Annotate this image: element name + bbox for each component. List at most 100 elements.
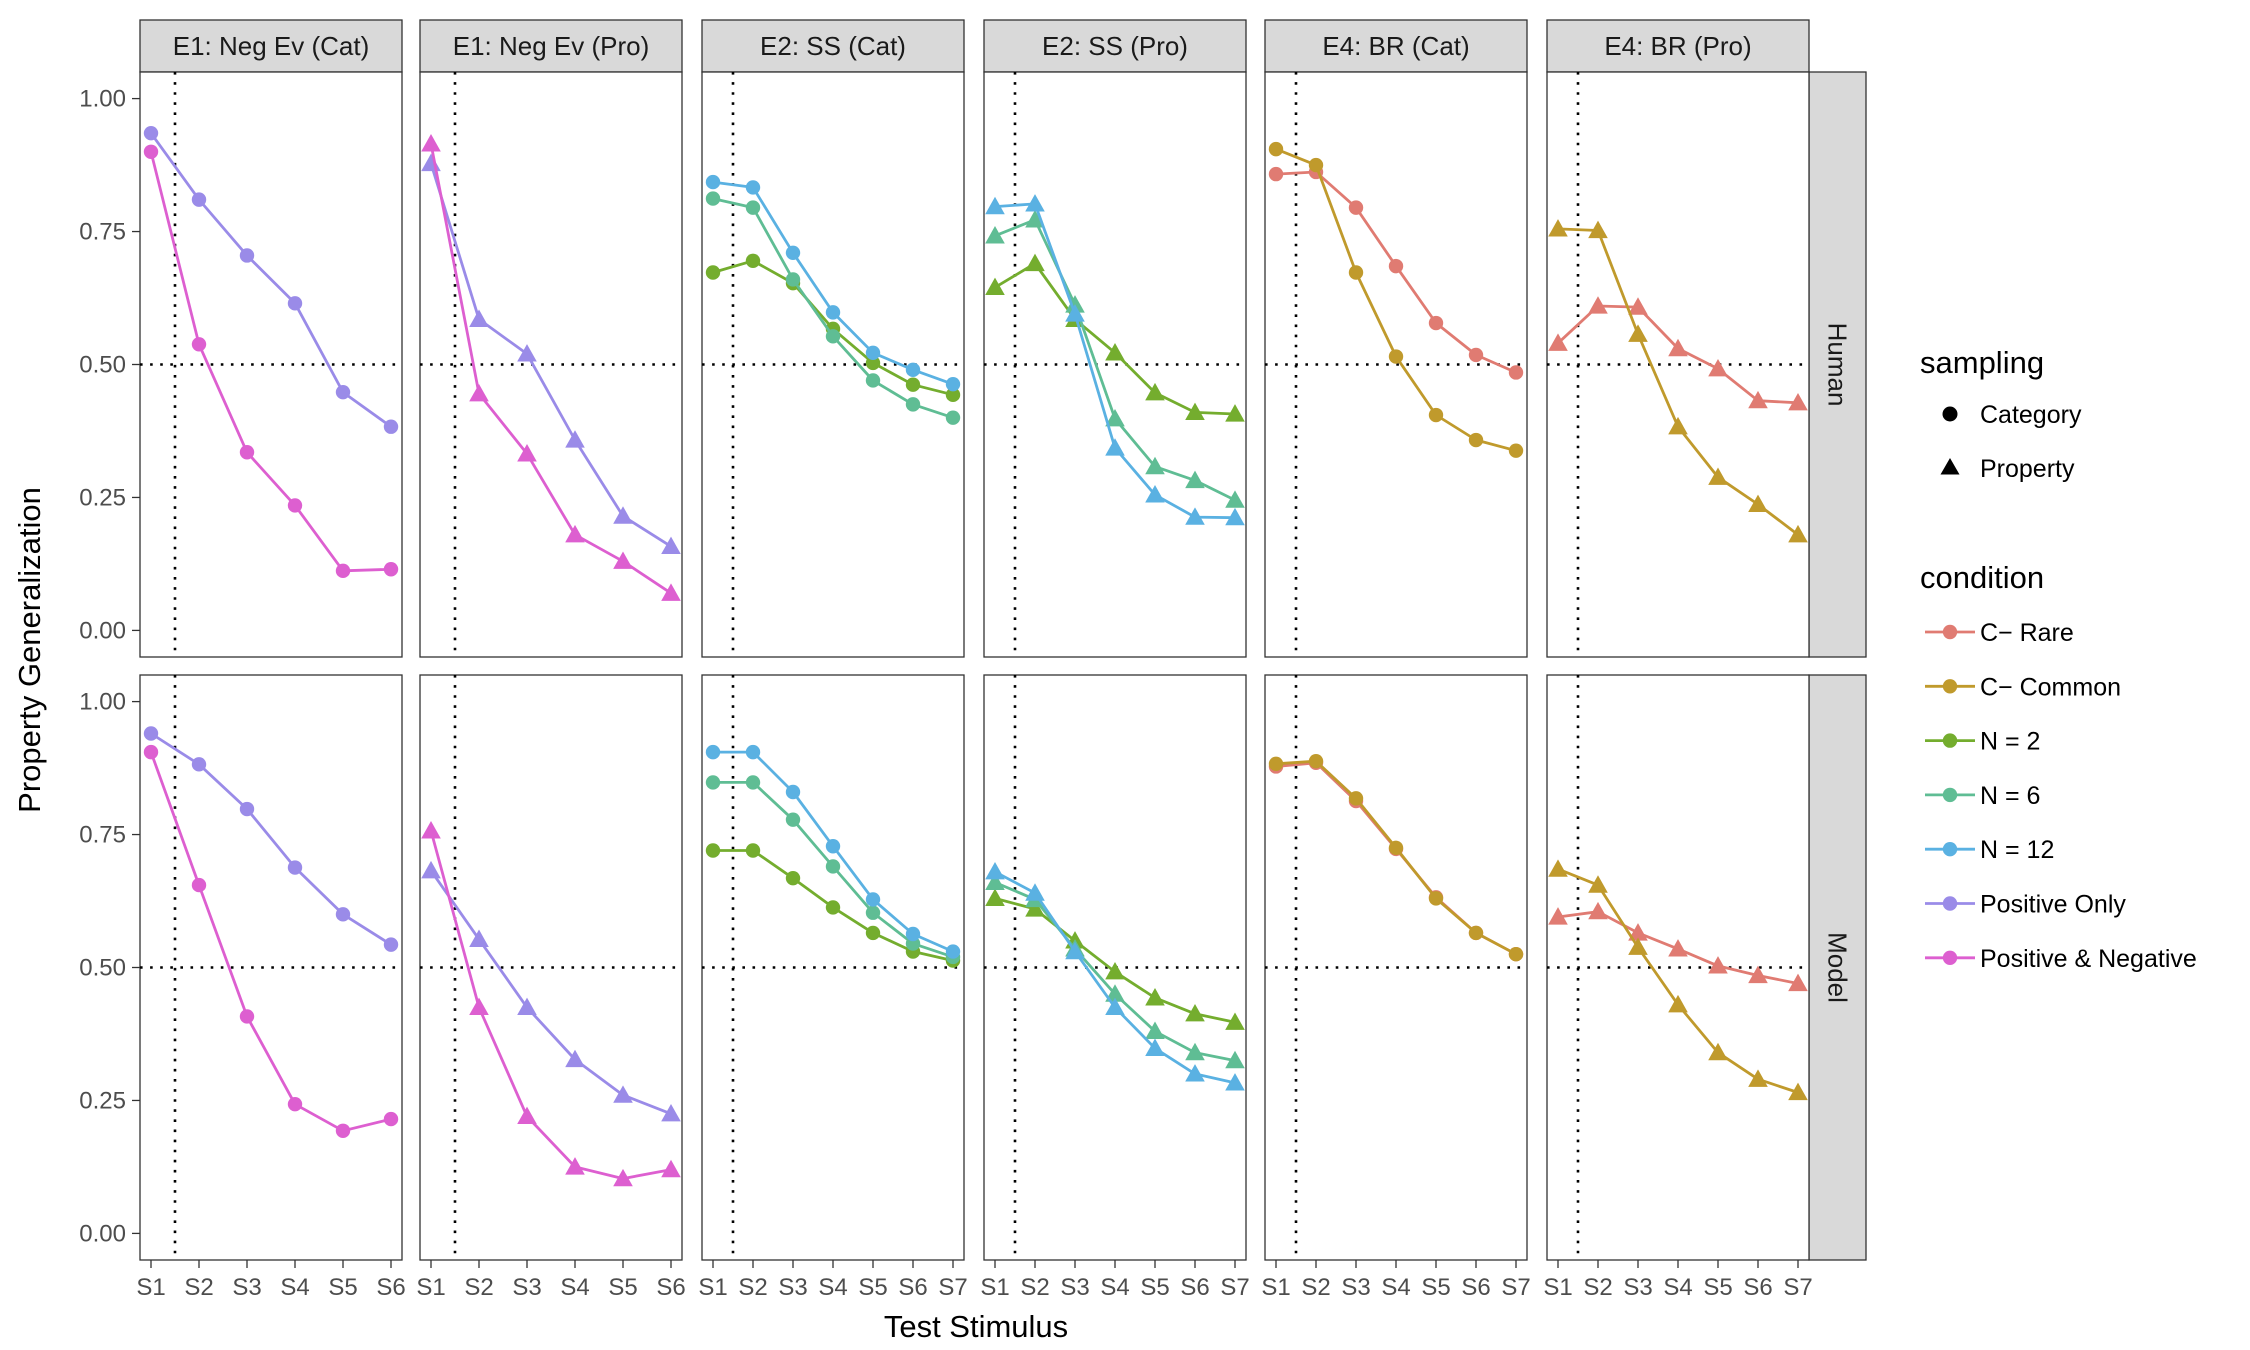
x-tick-label: S5 [1703,1274,1732,1301]
data-point-n-12-s5 [865,345,881,360]
data-point-n-12-s4 [825,305,841,320]
data-point-n-12-s5 [865,892,881,907]
data-point-c-common-s7 [1508,443,1524,458]
data-point-n-2-s1 [985,888,1005,907]
x-tick-label: S7 [1220,1274,1249,1301]
legend-sampling-item: Category [1980,401,2082,429]
x-tick-label: S6 [1743,1274,1772,1301]
x-tick-label: S4 [1663,1274,1692,1301]
data-point-n-6-s3 [785,812,801,827]
row-strip-label: Model [1823,932,1853,1003]
x-tick-label: S5 [608,1274,637,1301]
y-tick-label: 0.00 [79,617,126,644]
panel-frame [1264,674,1528,1261]
data-point-c-common-s1 [1548,219,1568,237]
data-point-positive-only-s6 [383,419,399,434]
legend-key-point [1942,950,1958,965]
panel-series-human-e2-ss-cat [705,174,961,425]
data-point-n-12-s2 [1025,883,1045,901]
data-point-n-2-s6 [1185,402,1205,421]
legend-condition-item: Positive & Negative [1980,945,2197,973]
data-point-positive-only-s1 [143,726,159,741]
series-line-positive-only [149,132,392,428]
data-point-c-rare-s3 [1628,297,1648,315]
legend-condition-item: N = 2 [1980,728,2040,756]
series-line-positive-only [150,732,392,946]
data-point-n-12-s5 [1145,484,1165,503]
data-point-c-common-s3 [1348,265,1364,280]
panel-series-human-e1-neg-ev-cat [143,125,399,579]
data-point-n-6-s2 [1025,210,1045,228]
x-tick-label: S1 [136,1274,165,1301]
data-point-n-6-s3 [785,272,801,287]
data-point-n-6-s5 [865,905,881,920]
data-point-positive-negative-s5 [335,1123,351,1138]
data-point-n-6-s6 [1185,1042,1205,1061]
data-point-c-rare-s7 [1788,973,1808,992]
x-tick-label: S4 [818,1274,847,1301]
data-point-c-rare-s1 [1548,333,1568,351]
x-tick-label: S3 [512,1274,541,1301]
facet-strip-e2-ss-cat [701,19,965,73]
facet-strip-label: E1: Neg Ev (Cat) [173,31,370,61]
panel-frame [419,71,683,658]
data-point-n-12-s4 [1105,997,1125,1016]
data-point-n-12-s2 [745,180,761,195]
x-tick-label: S1 [980,1274,1009,1301]
legend-key-triangle [1940,458,1960,475]
data-point-c-rare-s5 [1708,358,1728,377]
panel-series-human-e4-br-cat [1268,141,1524,458]
panel-human-e2-ss-pro [983,71,1247,658]
data-point-positive-only-s6 [383,937,399,952]
data-point-n-6-s5 [1145,1021,1165,1039]
data-point-n-12-s3 [1065,941,1085,960]
data-point-c-common-s5 [1708,467,1728,485]
data-point-c-common-s3 [1628,324,1648,342]
x-tick-label: S5 [1140,1274,1169,1301]
data-point-positive-only-s2 [191,192,207,207]
data-point-positive-only-s5 [613,1085,633,1103]
data-point-positive-negative-s5 [335,563,351,579]
data-point-c-rare-s2 [1588,901,1608,920]
data-point-c-common-s1 [1548,859,1568,877]
data-point-positive-negative-s4 [565,524,585,543]
legend-condition-item: C− Rare [1980,619,2074,647]
data-point-n-2-s2 [745,253,761,268]
data-point-n-6-s1 [705,191,721,206]
legend-sampling-title: sampling [1920,345,2044,380]
facet-strip-label: E4: BR (Cat) [1322,31,1469,61]
data-point-positive-negative-s3 [517,444,537,462]
panel-series-human-e4-br-pro [1548,219,1808,543]
facet-strip-e1-neg-ev-cat [139,19,403,73]
legend-condition-title: condition [1920,560,2044,595]
x-tick-label: S5 [858,1274,887,1301]
data-point-positive-negative-s3 [517,1106,537,1125]
data-point-positive-negative-s2 [469,997,489,1016]
facet-panels [139,71,1810,1261]
data-point-positive-only-s6 [661,1103,681,1122]
data-point-positive-only-s3 [517,997,537,1016]
panel-model-e2-ss-cat [701,674,965,1261]
data-point-positive-only-s4 [287,860,303,875]
panel-frame [983,71,1247,658]
legend: sampling Category Property condition C− … [1920,345,2197,973]
x-tick-label: S4 [560,1274,589,1301]
legend-key-point [1942,842,1958,857]
y-axes: 0.00 0.25 0.50 0.75 1.00 0.00 0.25 0.50 0.75 1.00 [79,86,140,1247]
x-axis-title: Test Stimulus [884,1309,1068,1344]
data-point-n-12-s3 [785,784,801,800]
data-point-c-common-s4 [1668,416,1688,435]
data-point-n-2-s1 [705,265,721,280]
data-point-n-12-s4 [825,839,841,854]
data-point-positive-only-s2 [469,929,489,947]
data-point-c-common-s1 [1268,141,1284,157]
data-point-c-common-s2 [1588,220,1608,239]
data-point-c-rare-s6 [1748,965,1768,984]
data-point-n-12-s2 [1025,194,1045,212]
data-point-n-12-s4 [1105,438,1125,456]
data-point-c-rare-s4 [1668,338,1688,357]
data-point-n-12-s2 [745,744,761,760]
data-point-c-common-s7 [1508,947,1524,962]
data-point-n-6-s7 [945,410,961,425]
